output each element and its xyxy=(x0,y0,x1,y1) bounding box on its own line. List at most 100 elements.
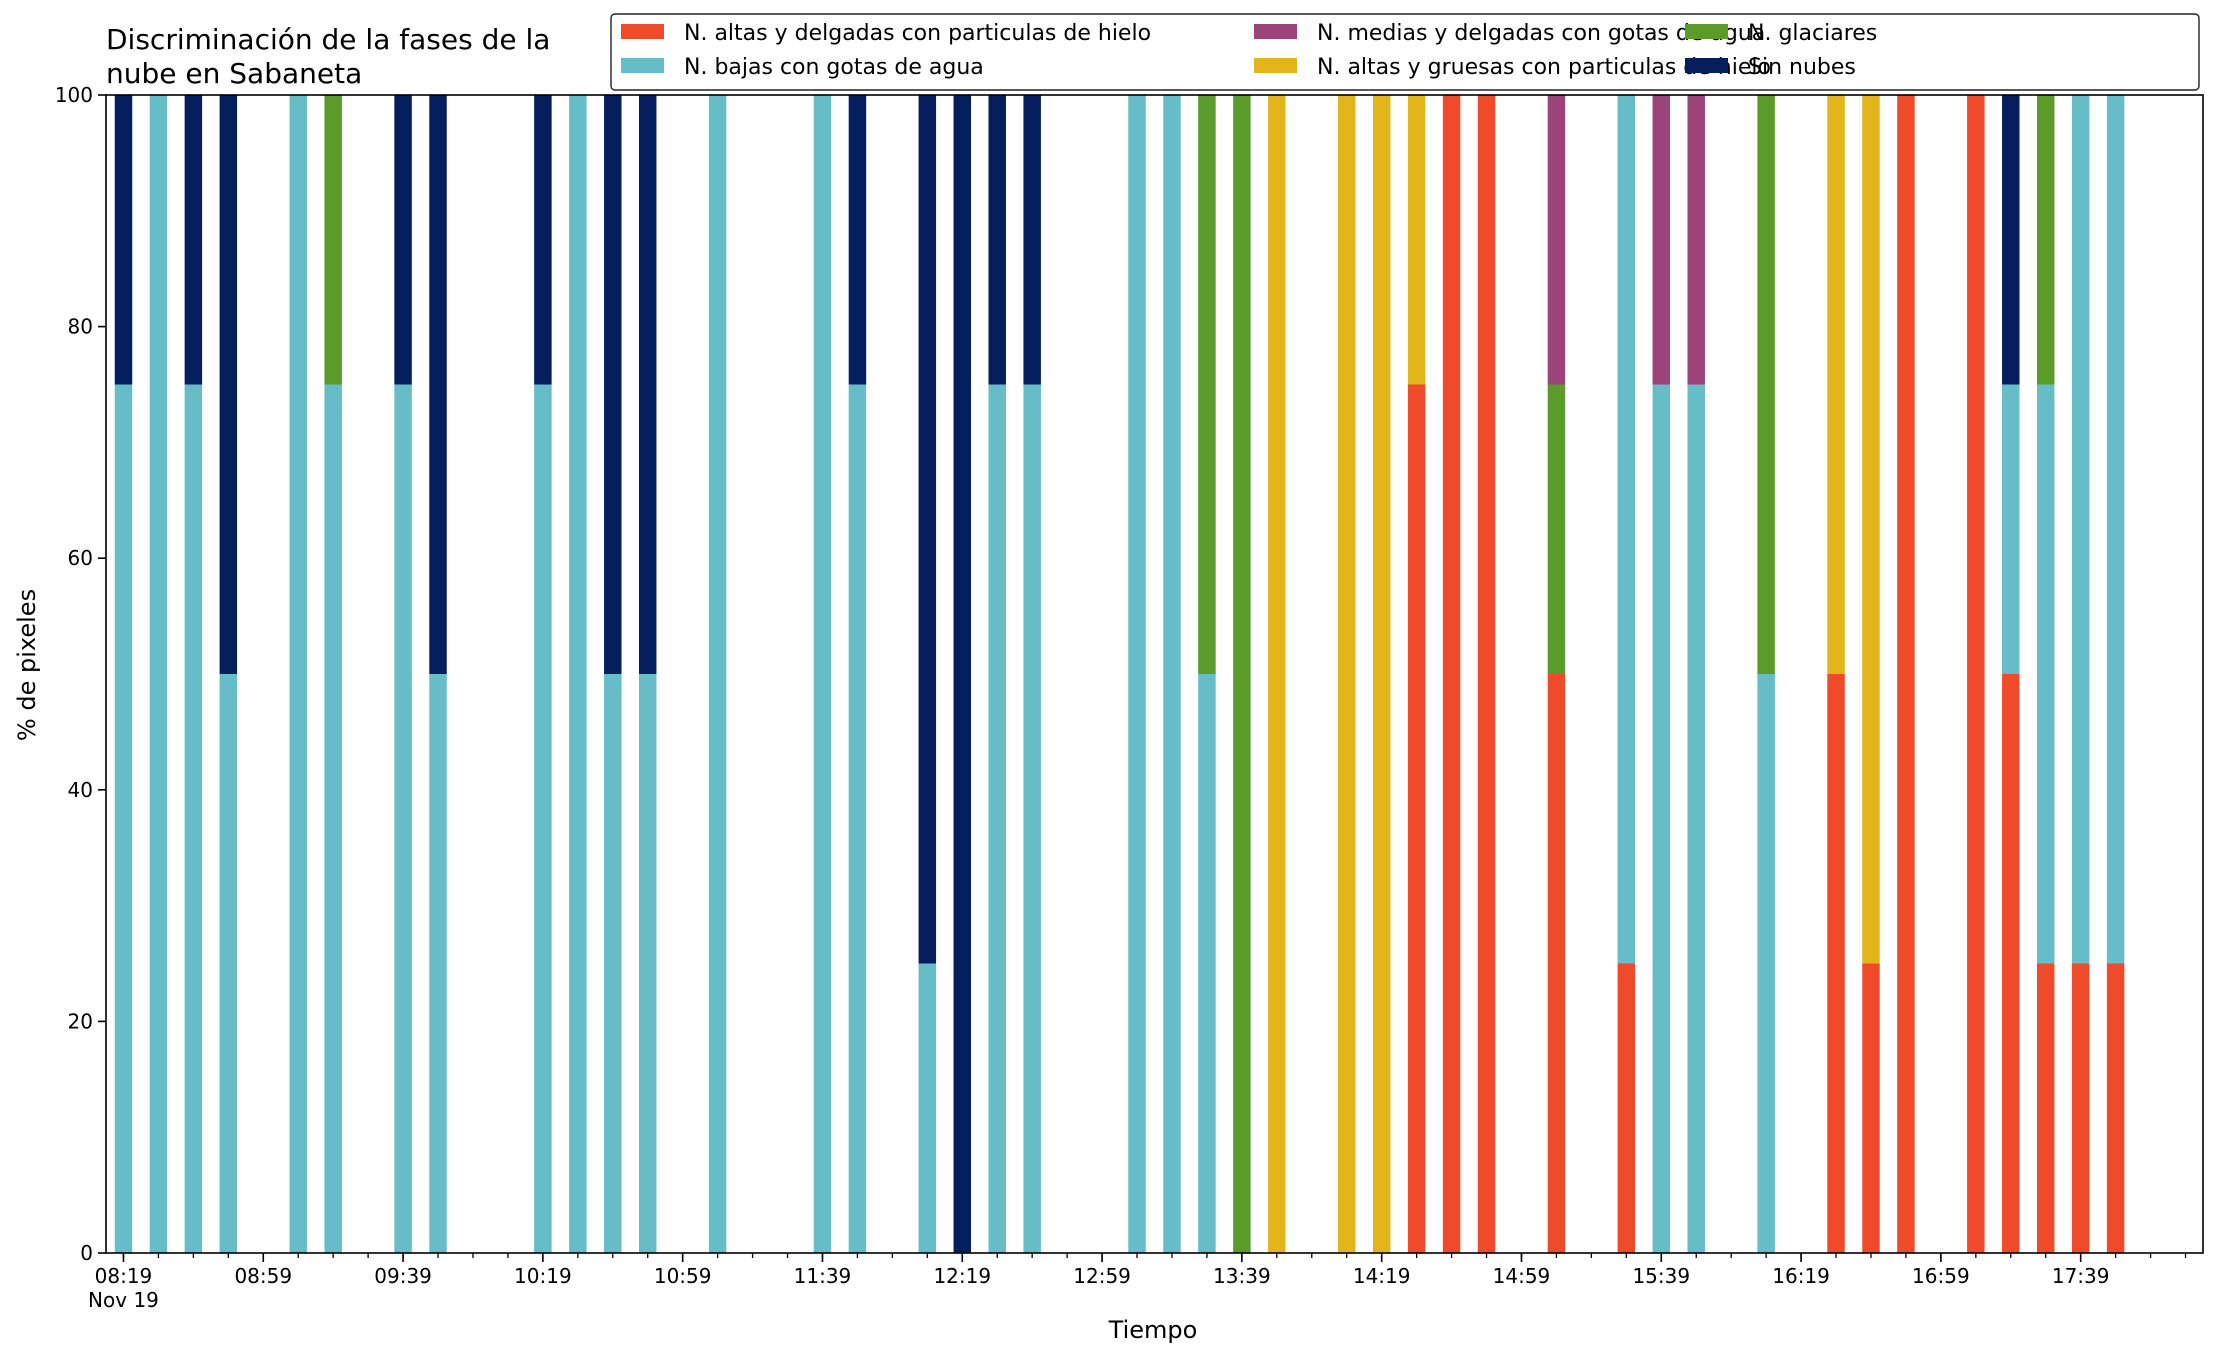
bar-segment-29-0 xyxy=(1547,674,1566,1253)
y-tick-label-4: 80 xyxy=(68,315,93,339)
bar-segment-15-2 xyxy=(918,963,937,1253)
bar-segment-2-5 xyxy=(184,95,203,385)
legend-label-3: N. glaciares xyxy=(1748,21,1877,46)
bar-segment-21-3 xyxy=(1198,95,1216,674)
legend-swatch-1 xyxy=(1254,58,1297,73)
bar-segment-41-2 xyxy=(2106,95,2125,964)
bar-segment-7-5 xyxy=(429,95,447,674)
bar-segment-26-0 xyxy=(1407,384,1426,1253)
bar-segment-27-0 xyxy=(1442,95,1461,1253)
bar-segment-15-5 xyxy=(918,95,937,964)
x-tick-label-13: 16:59 xyxy=(1912,1264,1970,1288)
y-axis: 0 20 40 60 80 100 xyxy=(55,83,106,1265)
bar-segment-0-2 xyxy=(114,384,133,1253)
y-tick-label-5: 100 xyxy=(55,83,93,107)
bar-segment-26-1 xyxy=(1407,95,1426,385)
bar-segment-14-5 xyxy=(848,95,867,385)
x-tick-label-7: 12:59 xyxy=(1073,1264,1131,1288)
x-tick-label-9: 14:19 xyxy=(1353,1264,1411,1288)
chart-title: Discriminación de la fases de la nube en… xyxy=(106,23,550,90)
bar-segment-32-2 xyxy=(1687,384,1705,1253)
bar-segment-35-0 xyxy=(1862,963,1880,1253)
x-tick-label-11: 15:39 xyxy=(1632,1264,1690,1288)
bar-segment-6-2 xyxy=(394,384,412,1253)
bar-segment-29-4 xyxy=(1547,95,1566,385)
x-tick-label-6: 12:19 xyxy=(933,1264,991,1288)
bar-segment-37-0 xyxy=(1967,95,1985,1253)
bar-segment-28-0 xyxy=(1477,95,1496,1253)
bar-segment-34-1 xyxy=(1827,95,1845,674)
bar-segment-2-2 xyxy=(184,384,203,1253)
bar-segment-12-2 xyxy=(708,95,727,1253)
bar-segment-33-2 xyxy=(1757,674,1775,1253)
bar-segment-3-5 xyxy=(219,95,238,674)
bar-segment-11-5 xyxy=(638,95,657,674)
bar-segment-11-2 xyxy=(638,674,657,1253)
x-tick-label-5: 11:39 xyxy=(794,1264,852,1288)
bar-segment-34-0 xyxy=(1827,674,1845,1253)
bar-segment-38-5 xyxy=(2002,95,2020,385)
chart-title-line-2: nube en Sabaneta xyxy=(106,57,362,90)
bar-segment-16-5 xyxy=(953,95,972,1253)
bar-segment-9-2 xyxy=(569,95,587,1253)
bar-segment-18-5 xyxy=(1023,95,1041,385)
bar-segment-10-2 xyxy=(604,674,622,1253)
bar-segment-39-2 xyxy=(2036,384,2055,964)
bar-segment-40-0 xyxy=(2071,963,2090,1253)
x-tick-label-3: 10:19 xyxy=(514,1264,572,1288)
bar-segment-40-2 xyxy=(2071,95,2090,964)
legend-swatch-2 xyxy=(621,58,664,73)
y-tick-label-0: 0 xyxy=(80,1241,93,1265)
bar-segment-38-2 xyxy=(2002,384,2020,674)
y-axis-label: % de pixeles xyxy=(13,589,41,741)
legend-swatch-0 xyxy=(621,24,664,39)
y-tick-label-2: 40 xyxy=(68,778,93,802)
bars-layer xyxy=(114,95,2125,1253)
bar-segment-7-2 xyxy=(429,674,447,1253)
x-tick-label-2: 09:39 xyxy=(374,1264,432,1288)
bar-segment-13-2 xyxy=(813,95,832,1253)
bar-segment-25-1 xyxy=(1372,95,1391,1253)
bar-segment-38-0 xyxy=(2002,674,2020,1253)
bar-segment-31-4 xyxy=(1652,95,1671,385)
bar-segment-31-2 xyxy=(1652,384,1671,1253)
x-tick-label-1: 08:59 xyxy=(234,1264,292,1288)
x-tick-label-8: 13:39 xyxy=(1213,1264,1271,1288)
legend-box xyxy=(610,13,2200,91)
bar-segment-23-1 xyxy=(1268,95,1286,1253)
bar-segment-17-5 xyxy=(988,95,1006,385)
legend-label-5: Sin nubes xyxy=(1748,55,1856,80)
bar-segment-19-2 xyxy=(1128,95,1146,1253)
bar-segment-21-2 xyxy=(1198,674,1216,1253)
bar-segment-14-2 xyxy=(848,384,867,1253)
plot-frame xyxy=(105,94,2204,1254)
legend-swatch-3 xyxy=(1685,24,1728,39)
y-tick-label-3: 60 xyxy=(68,546,93,570)
bar-segment-8-2 xyxy=(534,384,552,1253)
legend: N. altas y delgadas con particulas de hi… xyxy=(610,13,2200,91)
x-tick-label-12: 16:19 xyxy=(1772,1264,1830,1288)
bar-segment-36-0 xyxy=(1897,95,1915,1253)
bar-segment-39-0 xyxy=(2036,963,2055,1253)
x-tick-label-0: 08:19 xyxy=(95,1264,153,1288)
bar-segment-32-4 xyxy=(1687,95,1705,385)
bar-segment-20-2 xyxy=(1163,95,1181,1253)
x-axis-label: Tiempo xyxy=(1108,1316,1198,1344)
bar-segment-24-1 xyxy=(1337,95,1356,1253)
y-tick-label-1: 20 xyxy=(68,1009,93,1033)
bar-segment-29-3 xyxy=(1547,384,1566,674)
legend-swatch-5 xyxy=(1685,58,1728,73)
legend-label-2: N. bajas con gotas de agua xyxy=(684,55,984,80)
bar-segment-10-5 xyxy=(604,95,622,674)
bar-segment-33-3 xyxy=(1757,95,1775,674)
legend-label-0: N. altas y delgadas con particulas de hi… xyxy=(684,21,1151,46)
bar-segment-30-0 xyxy=(1617,963,1636,1253)
x-tick-label-4: 10:59 xyxy=(654,1264,712,1288)
bar-segment-3-2 xyxy=(219,674,238,1253)
bar-segment-1-2 xyxy=(149,95,168,1253)
chart-title-line-1: Discriminación de la fases de la xyxy=(106,23,550,56)
bar-segment-35-1 xyxy=(1862,95,1880,964)
bar-segment-6-5 xyxy=(394,95,412,385)
x-tick-label-10: 14:59 xyxy=(1493,1264,1551,1288)
